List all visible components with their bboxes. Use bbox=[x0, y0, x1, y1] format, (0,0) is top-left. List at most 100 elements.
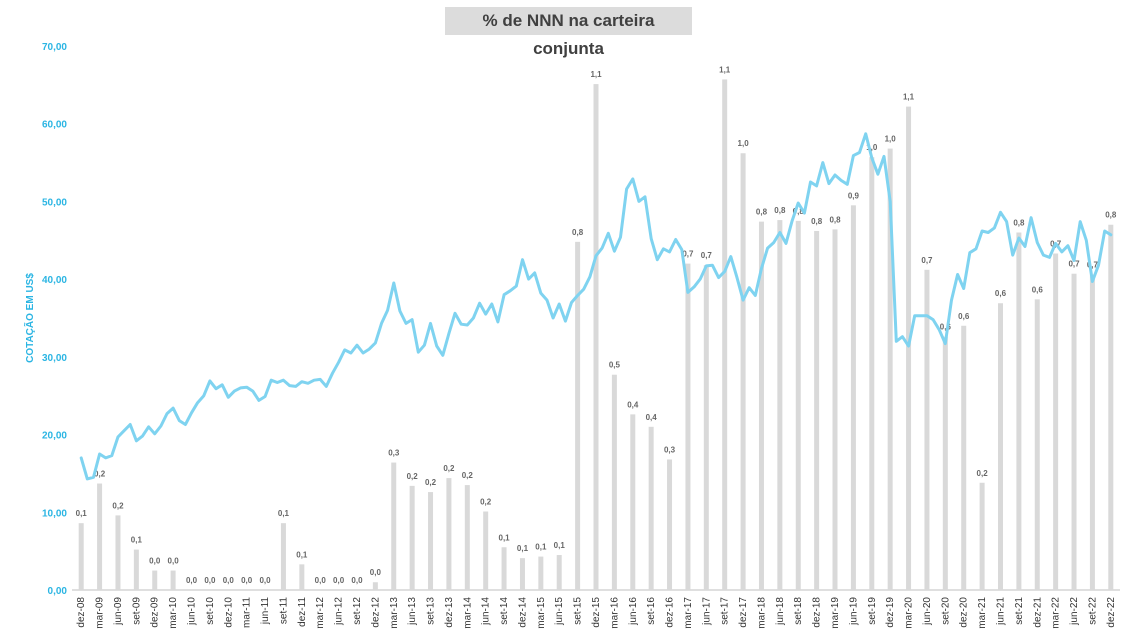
bar-data-label: 0,4 bbox=[646, 413, 658, 422]
bar bbox=[115, 515, 121, 590]
x-tick-label: jun-11 bbox=[260, 597, 271, 625]
x-tick-label: jun-18 bbox=[775, 597, 786, 626]
bar-data-label: 0,0 bbox=[351, 576, 363, 585]
x-tick-label: dez-20 bbox=[959, 597, 970, 628]
x-tick-label: dez-17 bbox=[738, 597, 749, 628]
bar bbox=[556, 555, 562, 590]
bar bbox=[1089, 274, 1095, 590]
bar bbox=[501, 547, 507, 590]
bar bbox=[1053, 253, 1059, 591]
bar bbox=[630, 414, 636, 590]
x-tick-label: jun-13 bbox=[407, 597, 418, 626]
bar bbox=[299, 564, 305, 590]
bar bbox=[483, 511, 489, 590]
y-tick-label: 60,00 bbox=[42, 120, 67, 131]
x-tick-label: dez-18 bbox=[812, 597, 823, 628]
x-tick-label: mar-20 bbox=[904, 597, 915, 629]
x-tick-label: set-16 bbox=[646, 597, 657, 625]
bar bbox=[850, 205, 856, 591]
y-tick-label: 70,00 bbox=[42, 42, 67, 53]
bar-data-label: 0,1 bbox=[76, 509, 88, 518]
x-tick-label: dez-19 bbox=[885, 597, 896, 628]
x-axis: dez-08 mar-09 jun-09 set-09 dez-09 mar-10 jun-… bbox=[76, 597, 1117, 629]
chart-title: % de NNN na carteira conjunta bbox=[445, 7, 692, 58]
bar-data-label: 0,1 bbox=[278, 509, 290, 518]
bar-data-label: 0,0 bbox=[370, 568, 382, 577]
bar-data-label: 0,8 bbox=[572, 228, 584, 237]
bar-data-label: 0,8 bbox=[774, 206, 786, 215]
x-tick-label: mar-10 bbox=[168, 597, 179, 629]
x-tick-label: dez-15 bbox=[591, 597, 602, 628]
bar bbox=[924, 269, 930, 590]
bar bbox=[777, 220, 783, 590]
bar-data-label: 0,3 bbox=[664, 445, 676, 454]
y-tick-label: 30,00 bbox=[42, 353, 67, 364]
x-tick-label: mar-22 bbox=[1051, 597, 1062, 629]
bar-data-label: 0,2 bbox=[443, 464, 455, 473]
x-tick-label: mar-19 bbox=[830, 597, 841, 629]
x-tick-label: jun-22 bbox=[1069, 597, 1080, 626]
x-tick-label: set-13 bbox=[426, 597, 437, 625]
bar-data-label: 0,0 bbox=[168, 557, 180, 566]
x-tick-label: mar-17 bbox=[683, 597, 694, 629]
bar-data-label: 0,7 bbox=[1087, 260, 1099, 269]
bar-data-label: 1,0 bbox=[866, 143, 878, 152]
bar bbox=[795, 220, 801, 590]
bar-data-label: 0,2 bbox=[425, 478, 437, 487]
bar-data-label: 0,5 bbox=[609, 361, 621, 370]
bar bbox=[869, 157, 875, 591]
bar-data-label: 0,1 bbox=[554, 541, 566, 550]
y-tick-label: 40,00 bbox=[42, 275, 67, 286]
bar bbox=[170, 570, 176, 590]
bar-data-label: 0,6 bbox=[1032, 285, 1044, 294]
bar bbox=[575, 241, 581, 590]
bar bbox=[78, 523, 84, 590]
x-tick-label: jun-21 bbox=[995, 597, 1006, 626]
bar bbox=[814, 230, 820, 590]
bar bbox=[1016, 232, 1022, 590]
bar bbox=[961, 325, 967, 590]
bar-data-label: 0,7 bbox=[921, 256, 933, 265]
line-series bbox=[79, 132, 1113, 481]
x-tick-label: jun-16 bbox=[628, 597, 639, 626]
x-tick-label: mar-14 bbox=[462, 597, 473, 629]
x-tick-label: set-14 bbox=[499, 597, 510, 625]
x-tick-label: set-21 bbox=[1014, 597, 1025, 625]
x-tick-label: set-18 bbox=[793, 597, 804, 625]
x-tick-label: set-09 bbox=[131, 597, 142, 625]
bar-data-label: 1,1 bbox=[903, 93, 915, 102]
bar bbox=[519, 558, 525, 590]
bar-data-label: 0,2 bbox=[462, 471, 474, 480]
x-tick-label: jun-10 bbox=[187, 597, 198, 626]
bar-data-label: 0,8 bbox=[811, 217, 823, 226]
bar-data-label: 0,1 bbox=[131, 536, 143, 545]
x-tick-label: jun-20 bbox=[922, 597, 933, 626]
y-tick-label: 20,00 bbox=[42, 431, 67, 442]
bar bbox=[703, 265, 709, 590]
bar-data-labels: 0,1 0,2 0,2 0,1 0,0 0,0 0,0 0,0 0,0 0,0 0,0 0,1 0,1 0… bbox=[76, 65, 1117, 585]
x-tick-label: jun-09 bbox=[113, 597, 124, 626]
bar-data-label: 0,8 bbox=[756, 208, 768, 217]
x-tick-label: set-20 bbox=[940, 597, 951, 625]
x-tick-label: set-12 bbox=[352, 597, 363, 625]
bar-data-label: 0,2 bbox=[480, 498, 492, 507]
x-tick-label: mar-12 bbox=[315, 597, 326, 629]
x-tick-label: dez-13 bbox=[444, 597, 455, 628]
bar bbox=[906, 106, 912, 591]
bar bbox=[446, 478, 452, 590]
bar-data-label: 0,0 bbox=[149, 557, 161, 566]
bar bbox=[372, 582, 378, 590]
bar bbox=[593, 84, 599, 590]
bar bbox=[740, 153, 746, 590]
x-tick-label: mar-16 bbox=[609, 597, 620, 629]
x-tick-label: mar-09 bbox=[95, 597, 106, 629]
bar-data-label: 0,9 bbox=[848, 191, 860, 200]
x-tick-label: jun-17 bbox=[701, 597, 712, 626]
x-tick-label: dez-08 bbox=[76, 597, 87, 628]
bar-data-label: 0,0 bbox=[186, 576, 198, 585]
x-tick-label: mar-18 bbox=[756, 597, 767, 629]
x-tick-label: dez-09 bbox=[150, 597, 161, 628]
bar bbox=[1071, 273, 1077, 590]
x-tick-label: mar-21 bbox=[977, 597, 988, 629]
